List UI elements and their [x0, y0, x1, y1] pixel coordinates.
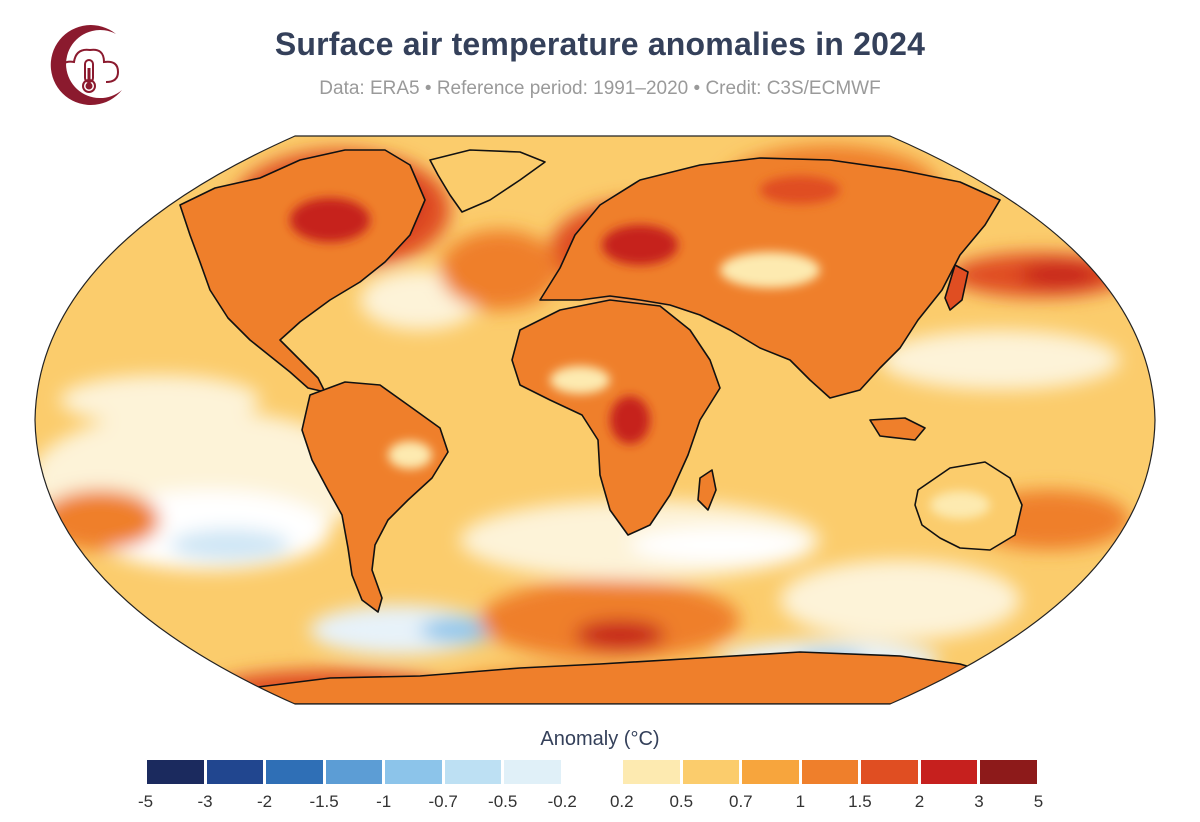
map-border	[34, 135, 1156, 705]
logo-arc	[50, 25, 122, 106]
colorbar-tick-label: 2	[914, 792, 925, 811]
colorbar-swatch	[861, 760, 918, 784]
colorbar-tick-label: 1	[795, 792, 806, 811]
japan	[944, 264, 969, 311]
colorbar-swatch	[325, 760, 383, 784]
colorbar-swatch	[623, 760, 680, 784]
colorbar-swatch	[147, 760, 204, 784]
colorbar-tick-label: 0.2	[609, 792, 634, 811]
colorbar-swatch	[920, 760, 978, 784]
colorbar-swatch	[444, 760, 502, 784]
colorbar-swatch	[504, 760, 561, 784]
colorbar-tick-label: 3	[974, 792, 984, 811]
cloud-icon	[58, 48, 120, 83]
colorbar-tick-label: -0.2	[547, 792, 577, 811]
anomaly-field	[35, 136, 1155, 704]
legend-title: Anomaly (°C)	[540, 728, 660, 750]
colorbar-tick-label: -1.5	[309, 792, 339, 811]
indonesia	[869, 417, 926, 441]
colorbar-tick-label: -0.5	[488, 792, 518, 811]
madagascar	[697, 469, 717, 511]
c3s-climate-logo	[50, 25, 122, 106]
colorbar-swatch	[980, 760, 1037, 784]
colorbar-tick-label: -0.7	[428, 792, 458, 811]
colorbar-swatch	[206, 760, 264, 784]
colorbar-swatch	[682, 760, 740, 784]
colorbar-tick-label: -5	[137, 792, 154, 811]
thermometer-icon	[82, 59, 96, 93]
colorbar-swatch	[385, 760, 442, 784]
colorbar-tick-label: -1	[376, 792, 392, 811]
colorbar-tick-label: 1.5	[848, 792, 872, 811]
colorbar-swatch	[563, 760, 621, 784]
greenland	[429, 149, 546, 213]
colorbar-tick-label: -2	[257, 792, 273, 811]
colorbar-swatch	[742, 760, 799, 784]
colorbar-tick-label: -3	[197, 792, 213, 811]
colorbar-ticks: -5 -3 -2 -1.5 -1 -0.7 -0.5 -0.2 0.2 0.5 0.7 1 1.5 2 3 5	[0, 792, 1200, 816]
south-america	[301, 381, 449, 613]
land-anomaly-patches	[290, 176, 990, 519]
page-subtitle: Data: ERA5 • Reference period: 1991–2020…	[319, 78, 881, 99]
colorbar-tick-label: 0.7	[729, 792, 753, 811]
colorbar-tick-label: 0.5	[669, 792, 694, 811]
page-title: Surface air temperature anomalies in 202…	[274, 26, 926, 62]
colorbar-swatch	[266, 760, 323, 784]
colorbar	[147, 760, 1040, 784]
colorbar-swatch	[801, 760, 859, 784]
colorbar-tick-label: 5	[1033, 792, 1044, 811]
